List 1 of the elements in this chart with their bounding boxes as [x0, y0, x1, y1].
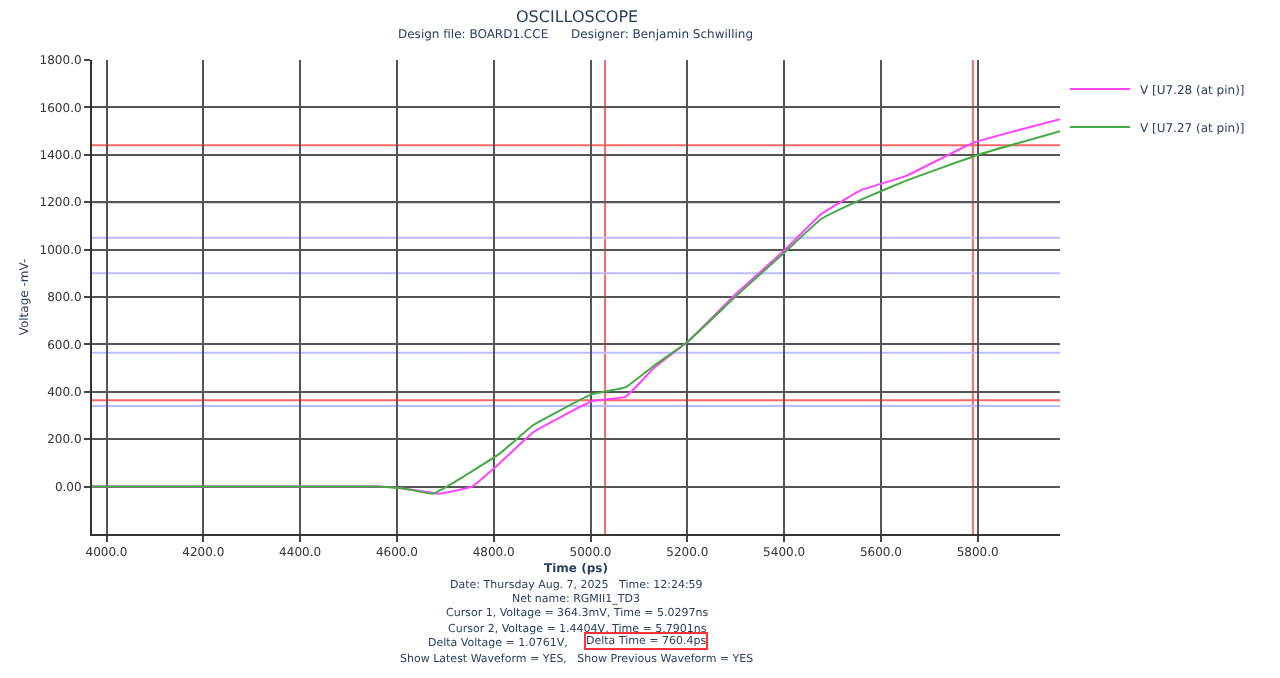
chart-title: OSCILLOSCOPE — [516, 8, 639, 26]
